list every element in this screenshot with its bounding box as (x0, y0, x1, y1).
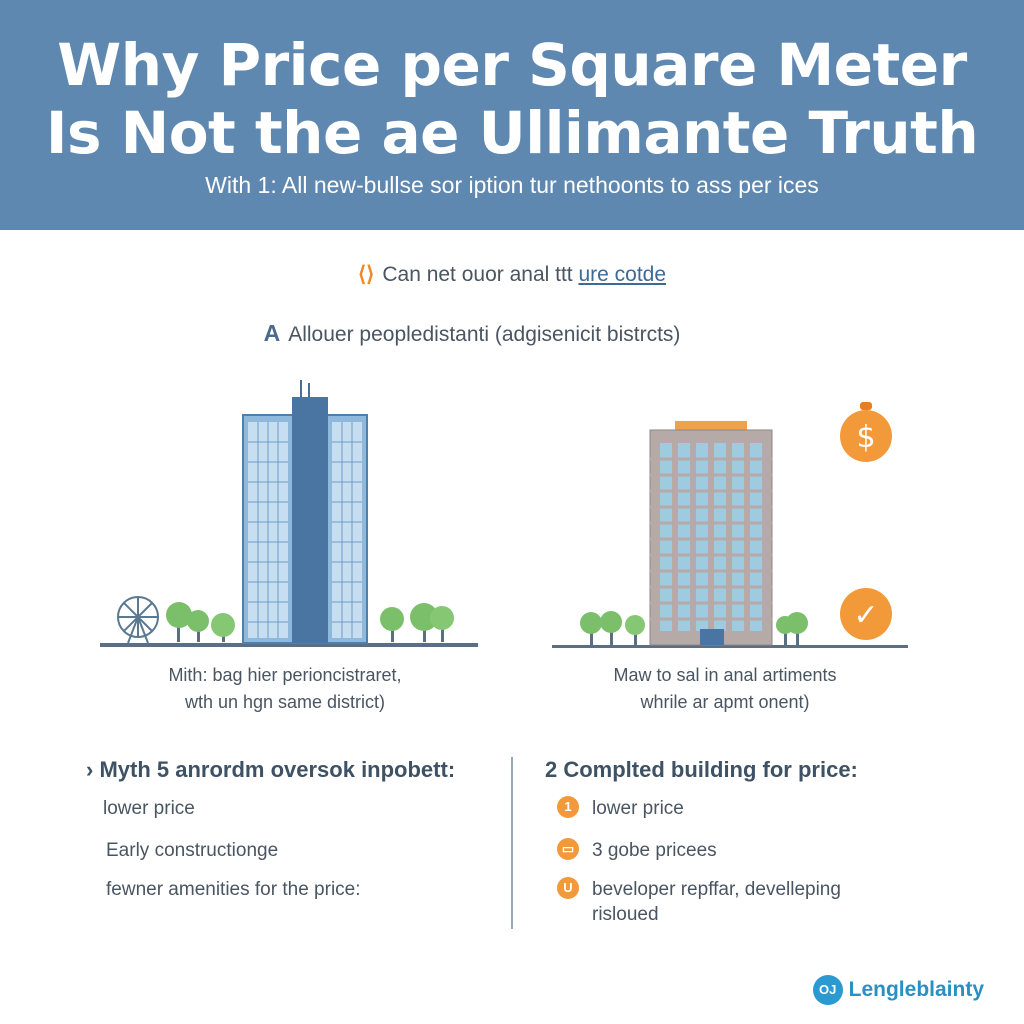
left-column-title: › Myth 5 anrordm oversok inpobett: (86, 757, 456, 782)
right-item-1: lower price (592, 798, 684, 819)
left-item-3: fewner amenities for the price: (106, 879, 361, 900)
trees-icon (580, 611, 645, 645)
tower-building-icon (242, 380, 368, 644)
right-caption: Maw to sal in anal artiments whrile ar a… (555, 662, 895, 716)
left-ground-line (100, 643, 478, 647)
number-badge-icon: 1 (557, 796, 579, 818)
trees-icon (166, 602, 235, 642)
intro-note: ⟨⟩ Can net ouor anal ttt ure cotde (0, 262, 1024, 287)
brand-logo[interactable]: OJ Lengleblainty (812, 974, 984, 1006)
subnote-text: Allouer peopledistanti (adgisenicit bist… (288, 323, 681, 346)
trees-right-icon (380, 603, 454, 642)
left-item-2: Early constructionge (106, 840, 279, 861)
code-icon: ⟨⟩ (357, 263, 375, 286)
check-symbol: ✓ (853, 598, 878, 633)
right-item-3-line1: beveloper repffar, develleping (592, 879, 841, 900)
check-circle-icon: ✓ (840, 588, 892, 640)
intro-note-link[interactable]: ure cotde (578, 263, 667, 286)
page-title-line1: Why Price per Square Meter (57, 31, 967, 99)
right-item-2: 3 gobe pricees (592, 840, 717, 861)
trees-right-icon (776, 612, 808, 645)
right-item-3-line2: risloued (592, 904, 659, 925)
right-caption-line2: whrile ar apmt onent) (640, 692, 810, 712)
left-tower-illustration (100, 380, 478, 647)
left-item-1: lower price (103, 798, 195, 819)
right-caption-line1: Maw to sal in anal artiments (613, 665, 837, 685)
apartment-building-icon (649, 421, 773, 646)
right-ground-line (552, 645, 908, 648)
right-item-3: beveloper repffar, develleping risloued (592, 877, 841, 927)
intro-subnote: A Allouer peopledistanti (adgisenicit bis… (0, 320, 984, 347)
dollar-symbol: $ (856, 420, 875, 455)
page-subtitle: With 1: All new-bullse sor iption tur ne… (205, 172, 819, 198)
intro-note-text: Can net ouor anal ttt (382, 263, 579, 286)
chat-badge-icon: ▭ (557, 838, 579, 860)
right-column-title: 2 Complted building for price: (545, 757, 858, 782)
left-caption-line1: Mith: bag hier perioncistraret, (168, 665, 402, 685)
column-divider (511, 757, 513, 929)
letter-badge-icon: U (557, 877, 579, 899)
page-title-line2: Is Not the ae Ullimante Truth (45, 99, 979, 167)
left-caption: Mith: bag hier perioncistraret, wth un h… (100, 662, 470, 716)
right-building-illustration (552, 421, 908, 648)
left-caption-line2: wth un hgn same district) (184, 692, 386, 712)
dollar-coin-icon: $ (840, 402, 892, 462)
brand-mark-icon: OJ (812, 975, 843, 1005)
header-banner: Why Price per Square Meter Is Not the ae… (0, 0, 1024, 230)
ferris-wheel-icon (117, 596, 159, 644)
brand-name: Lengleblainty (848, 978, 984, 1001)
subnote-lead: A (263, 320, 281, 346)
